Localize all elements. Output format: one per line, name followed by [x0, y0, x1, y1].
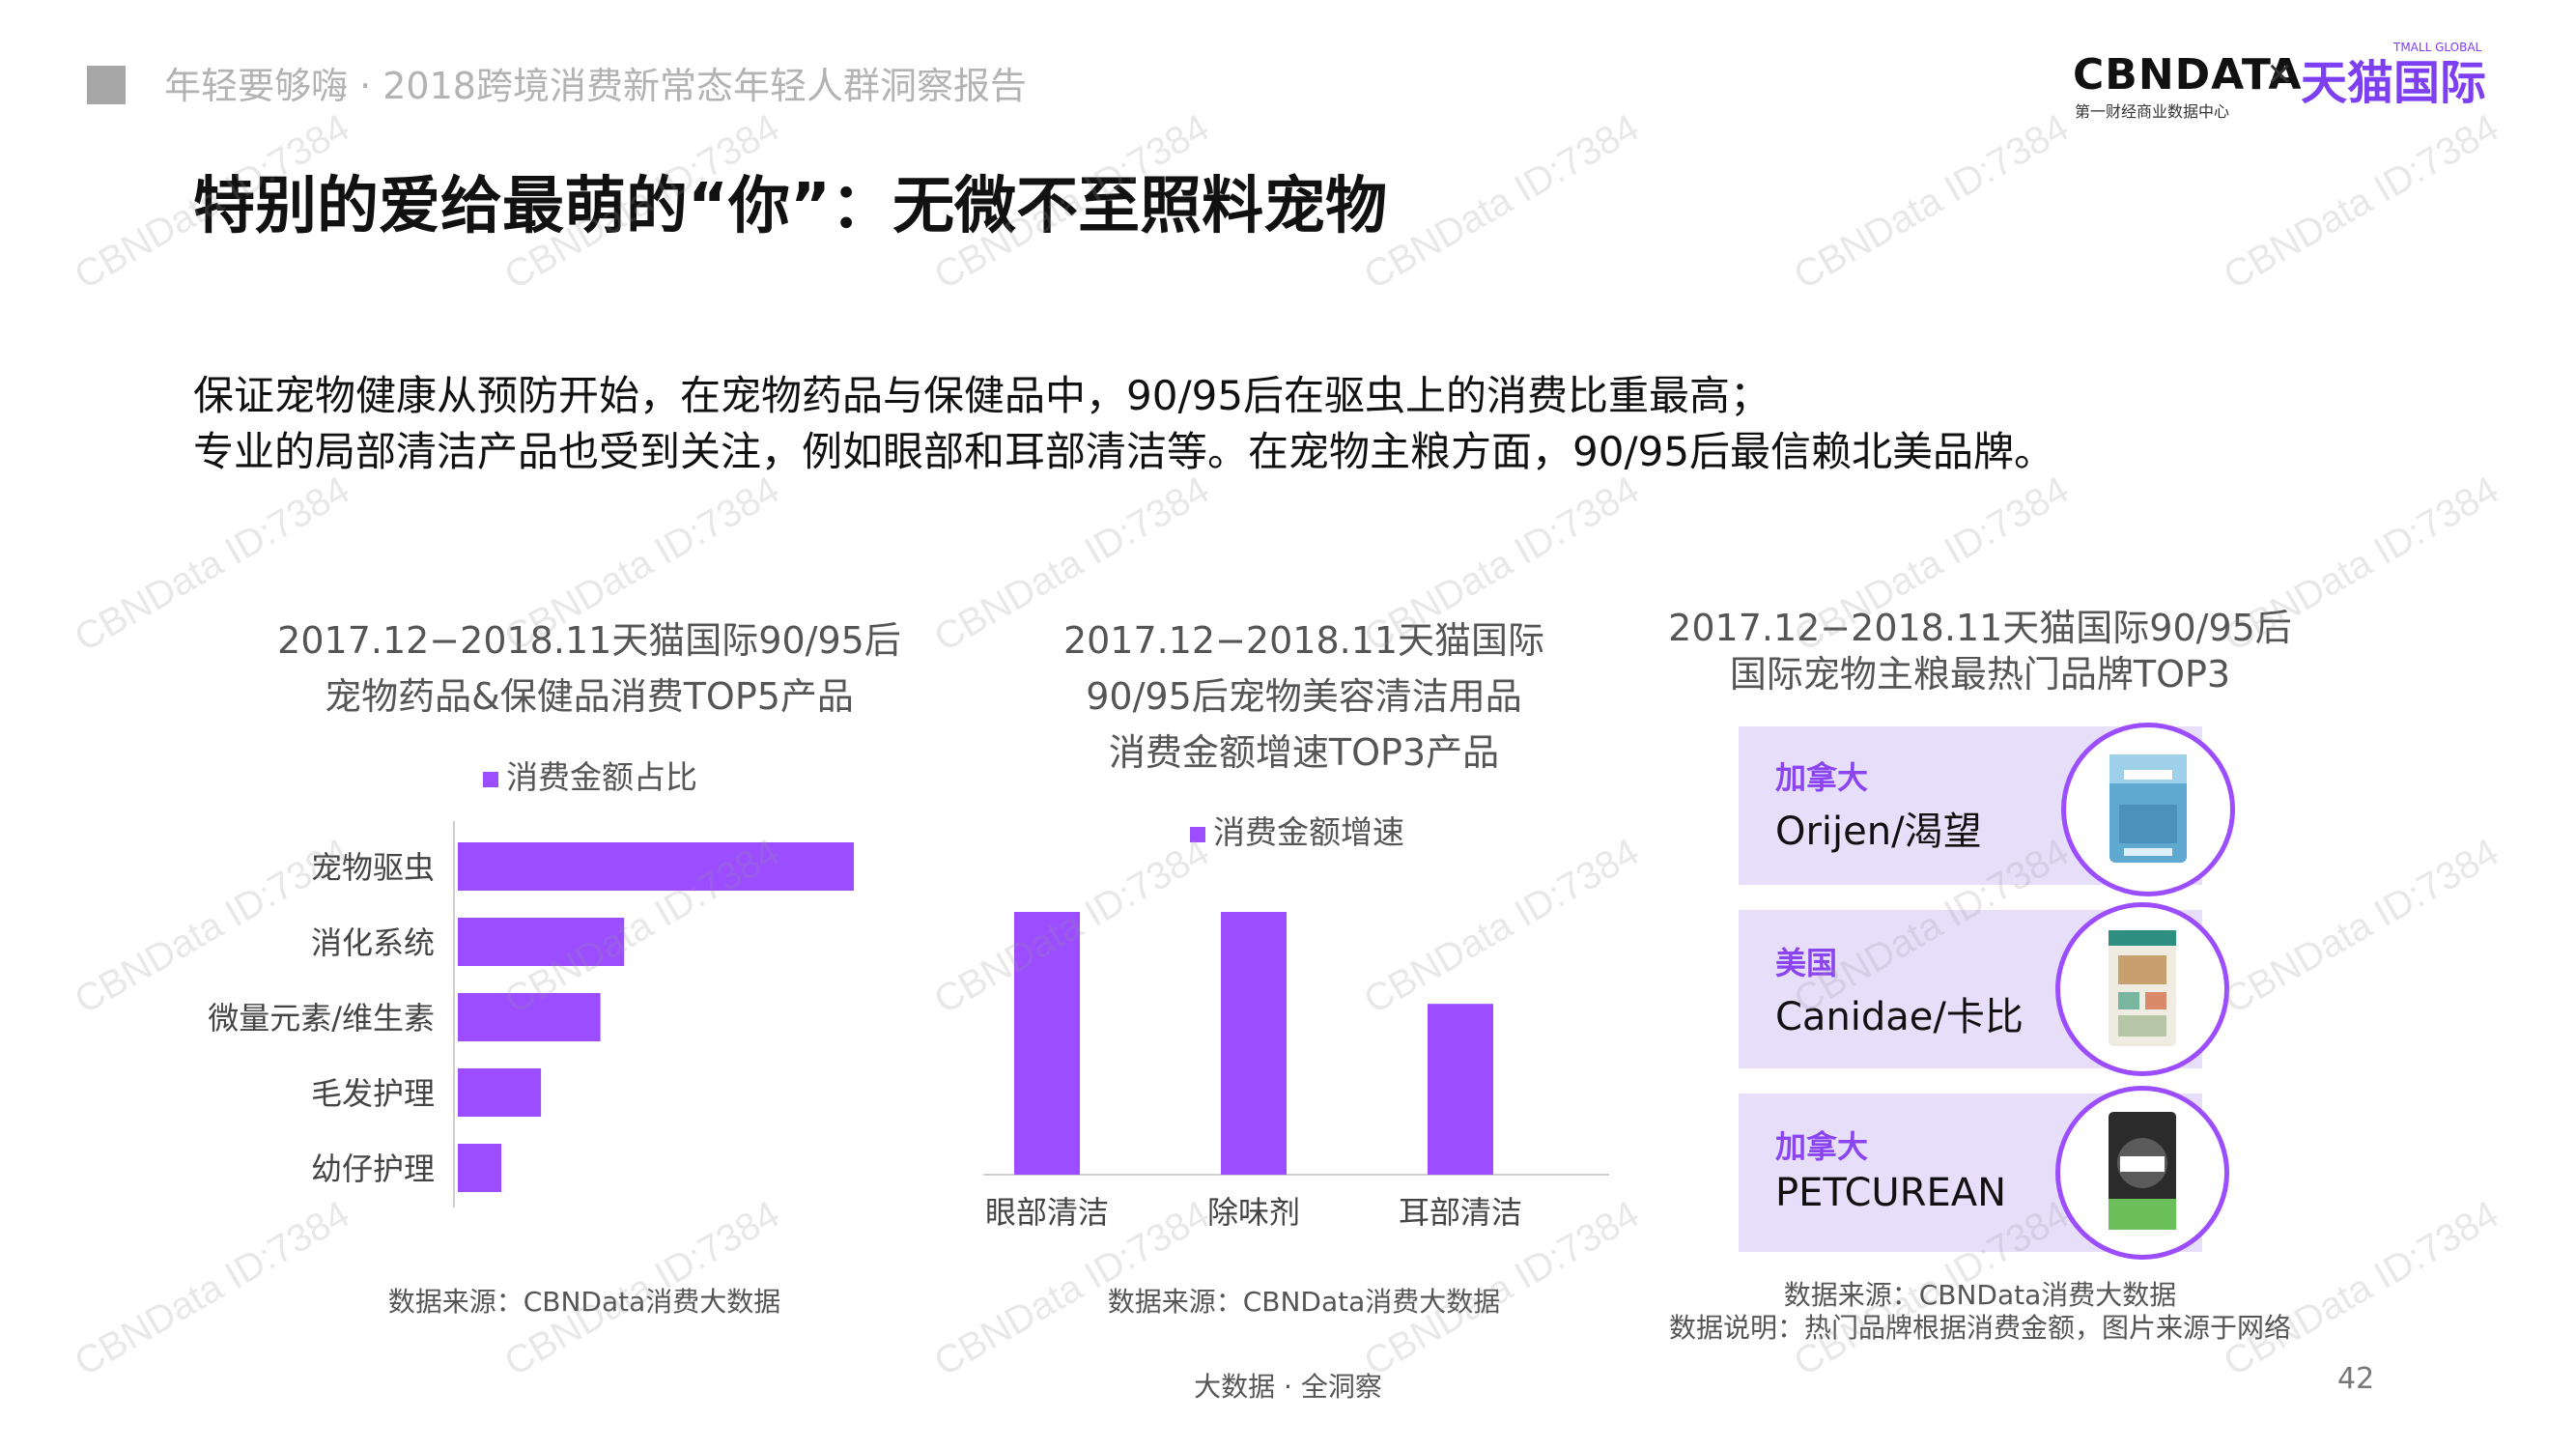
chart1-title-line-1: 2017.12−2018.11天猫国际90/95后	[277, 619, 901, 662]
chart1-category-label: 宠物驱虫	[311, 849, 435, 886]
footer-slogan: 大数据 · 全洞察	[1194, 1371, 1382, 1403]
chart1-bar	[458, 918, 625, 966]
brand-1-name: Orijen/渴望	[1775, 810, 1982, 854]
logo-separator: ×	[2266, 54, 2294, 93]
canidae-package-icon	[2109, 930, 2176, 1046]
chart2-category-label: 眼部清洁	[985, 1194, 1109, 1231]
go-package-icon	[2109, 1112, 2176, 1230]
chart2-vbar-chart: 眼部清洁 除味剂 耳部清洁	[983, 912, 1609, 1231]
brand-3-country: 加拿大	[1775, 1128, 1869, 1165]
cbndata-logo: CBNDATA	[2073, 50, 2303, 99]
chart1-bar	[458, 1144, 502, 1192]
chart2-title-line-2: 90/95后宠物美容清洁用品	[1086, 675, 1522, 718]
panel3-title-line-1: 2017.12−2018.11天猫国际90/95后	[1668, 607, 2292, 649]
brand-3-name: PETCUREAN	[1775, 1171, 2007, 1215]
chart2-legend: 消费金额增速	[1190, 807, 1404, 853]
watermark-text: CBNData ID:7384	[2217, 830, 2506, 1023]
panel3-source: 数据来源：CBNData消费大数据 数据说明：热门品牌根据消费金额，图片来源于网…	[1584, 1279, 2376, 1345]
chart1-legend-swatch	[483, 771, 498, 787]
chart2-category-label: 耳部清洁	[1399, 1194, 1522, 1231]
report-title: 年轻要够嗨 · 2018跨境消费新常态年轻人群洞察报告	[164, 65, 1027, 107]
watermark-text: CBNData ID:7384	[1357, 105, 1647, 298]
chart1-legend-label: 消费金额占比	[506, 758, 697, 796]
chart1-bar	[458, 842, 854, 891]
description-line-2: 专业的局部清洁产品也受到关注，例如眼部和耳部清洁等。在宠物主粮方面，90/95后…	[193, 428, 2055, 475]
panel3-title-line-2: 国际宠物主粮最热门品牌TOP3	[1729, 653, 2231, 696]
chart1-bar	[458, 1068, 542, 1117]
chart2-category-label: 除味剂	[1207, 1194, 1300, 1231]
tmall-logo: 天猫国际	[2301, 56, 2487, 110]
tmall-global-label: TMALL GLOBAL	[2393, 41, 2482, 54]
page-number: 42	[2337, 1362, 2375, 1396]
chart2-legend-swatch	[1190, 826, 1205, 842]
chart1-title: 2017.12−2018.11天猫国际90/95后 宠物药品&保健品消费TOP5…	[184, 612, 995, 724]
chart2-title-line-3: 消费金额增速TOP3产品	[1108, 731, 1500, 774]
chart1-category-label: 幼仔护理	[311, 1151, 435, 1187]
panel3-source-line-2: 数据说明：热门品牌根据消费金额，图片来源于网络	[1668, 1312, 2291, 1344]
page-title: 特别的爱给最萌的“你”：无微不至照料宠物	[193, 171, 1388, 242]
brand-logo: CBNDATA × TMALL GLOBAL 天猫国际 第一财经商业数据中心	[2067, 39, 2492, 126]
watermark-text: CBNData ID:7384	[1787, 105, 2077, 298]
chart2-title: 2017.12−2018.11天猫国际 90/95后宠物美容清洁用品 消费金额增…	[966, 612, 1642, 781]
brand-2-name: Canidae/卡比	[1775, 995, 2024, 1039]
chart2-title-line-1: 2017.12−2018.11天猫国际	[1062, 619, 1545, 662]
orijen-package-icon	[2109, 754, 2187, 863]
brand-1-country: 加拿大	[1775, 759, 1869, 796]
description-line-1: 保证宠物健康从预防开始，在宠物药品与保健品中，90/95后在驱虫上的消费比重最高…	[193, 372, 1771, 419]
chart1-category-label: 消化系统	[311, 924, 435, 961]
brand-2-image	[2055, 902, 2229, 1076]
panel3-title: 2017.12−2018.11天猫国际90/95后 国际宠物主粮最热门品牌TOP…	[1584, 605, 2376, 697]
brand-3-image	[2055, 1086, 2229, 1260]
chart1-category-label: 微量元素/维生素	[208, 1000, 435, 1037]
chart1-title-line-2: 宠物药品&保健品消费TOP5产品	[325, 675, 854, 718]
chart2-bar	[1428, 1004, 1493, 1175]
chart2-bar	[1014, 912, 1080, 1175]
brand-1-image	[2061, 723, 2235, 896]
chart1-source: 数据来源：CBNData消费大数据	[387, 1286, 781, 1318]
brand-2-country: 美国	[1775, 945, 1838, 981]
chart2-source: 数据来源：CBNData消费大数据	[1107, 1286, 1501, 1318]
chart1-bar	[458, 993, 601, 1041]
chart1-category-label: 毛发护理	[311, 1075, 435, 1112]
chart1-legend: 消费金额占比	[483, 752, 697, 798]
chart2-bar	[1221, 912, 1287, 1175]
header-square-icon	[87, 66, 126, 104]
cbndata-subtitle: 第一财经商业数据中心	[2075, 102, 2230, 121]
panel3-source-line-1: 数据来源：CBNData消费大数据	[1783, 1279, 2177, 1311]
chart2-legend-label: 消费金额增速	[1213, 813, 1404, 851]
watermark-text: CBNData ID:7384	[2217, 105, 2506, 298]
